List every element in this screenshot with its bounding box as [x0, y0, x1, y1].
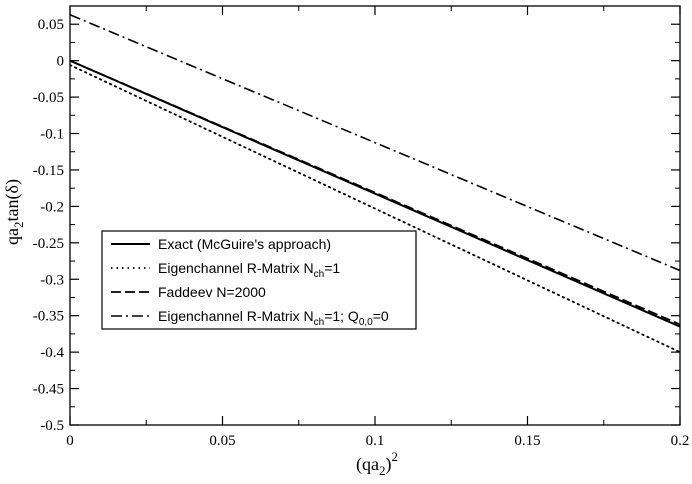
axis-ticks — [69, 5, 681, 426]
x-tick-label: 0.15 — [514, 433, 540, 449]
legend-box — [101, 230, 417, 330]
series-line — [70, 59, 680, 328]
y-tick-label: -0.05 — [33, 90, 64, 106]
legend-items: Exact (McGuire's approach) Eigenchannel R… — [111, 236, 389, 328]
plot-frame — [69, 5, 681, 426]
axis-tick-labels: 0 0.05 0.1 0.15 0.2 0.05 0 -0.05 -0.1 -0.15 -0.2 -0… — [33, 17, 690, 449]
y-tick-label: 0.05 — [38, 17, 64, 33]
y-tick-label: -0.1 — [40, 127, 64, 143]
y-tick-label: -0.25 — [33, 236, 64, 252]
y-tick-label: -0.45 — [33, 382, 64, 398]
y-tick-label: -0.2 — [40, 199, 64, 215]
series-lines — [70, 14, 680, 354]
legend: Exact (McGuire's approach) Eigenchannel R… — [101, 230, 417, 330]
legend-label: Eigenchannel R-Matrix Nch=1; Q0,0=0 — [158, 308, 389, 328]
series-line — [70, 64, 680, 354]
x-tick-label: 0.05 — [209, 433, 235, 449]
legend-label: Eigenchannel R-Matrix Nch=1 — [158, 260, 340, 280]
y-tick-label: -0.5 — [40, 418, 64, 434]
y-tick-label: -0.3 — [40, 272, 64, 288]
series-line — [70, 14, 680, 272]
y-tick-label: -0.15 — [33, 163, 64, 179]
x-tick-label: 0 — [66, 433, 74, 449]
y-tick-label: -0.35 — [33, 309, 64, 325]
x-tick-label: 0.2 — [671, 433, 690, 449]
legend-label: Exact (McGuire's approach) — [158, 236, 331, 252]
x-tick-label: 0.1 — [366, 433, 385, 449]
y-tick-label: -0.4 — [40, 345, 64, 361]
x-axis-label: (qa2)2 — [356, 449, 398, 478]
y-tick-label: 0 — [57, 54, 65, 70]
y-axis-label: qa2tan(δ) — [2, 179, 26, 245]
series-line — [70, 59, 680, 326]
legend-label: Faddeev N=2000 — [158, 284, 266, 300]
